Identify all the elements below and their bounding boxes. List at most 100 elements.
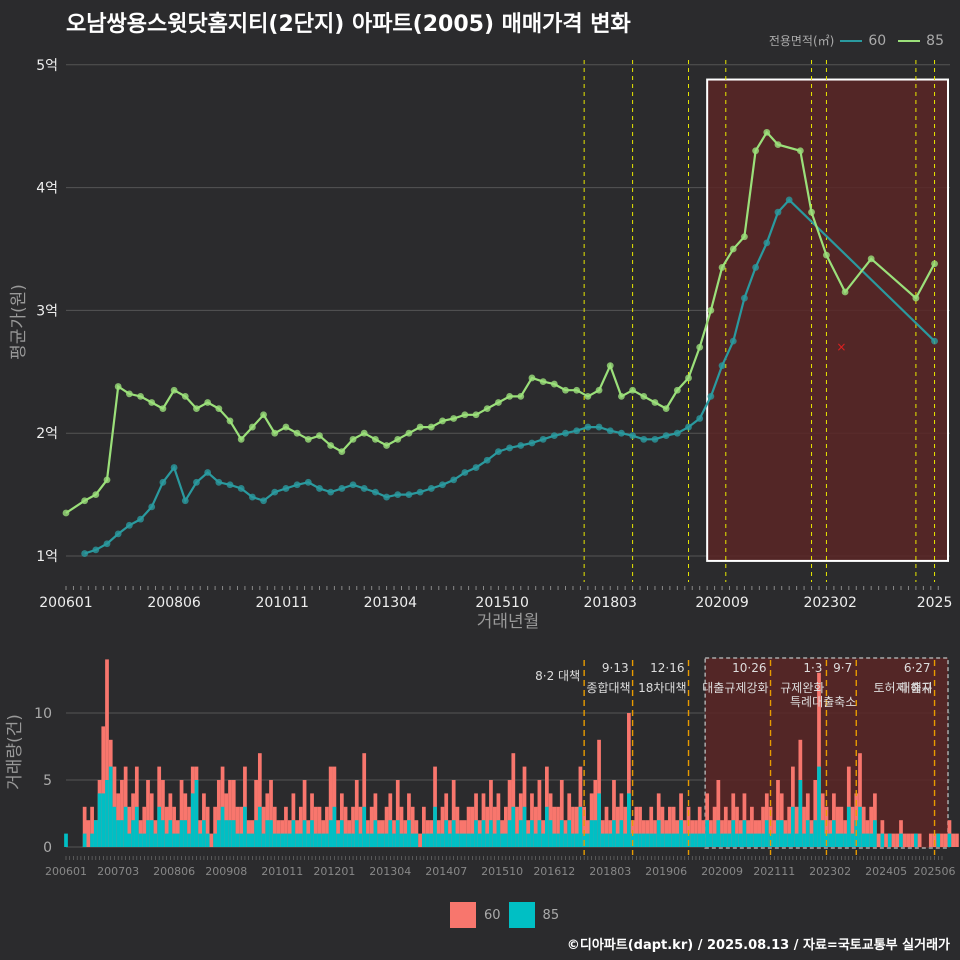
volume-bar-85 xyxy=(276,833,281,847)
data-point-85 xyxy=(550,380,558,388)
volume-bar-85 xyxy=(190,793,195,847)
volume-bar-85 xyxy=(112,806,117,847)
volume-x-tick-label: 202405 xyxy=(865,865,907,878)
data-point-60 xyxy=(685,423,692,431)
data-point-60 xyxy=(282,485,290,492)
volume-bar-85 xyxy=(779,820,784,847)
data-point-85 xyxy=(327,442,335,449)
volume-bar-85 xyxy=(481,820,486,847)
volume-bar-60 xyxy=(90,806,94,847)
volume-bar-85 xyxy=(474,820,478,847)
volume-bar-85 xyxy=(380,833,385,847)
volume-bar-85 xyxy=(93,820,98,847)
volume-bar-60 xyxy=(668,806,672,847)
data-point-85 xyxy=(304,435,312,443)
volume-bar-85 xyxy=(518,820,523,847)
outlier-mark: × xyxy=(836,340,846,354)
data-point-60 xyxy=(729,337,737,345)
volume-bar-85 xyxy=(272,833,277,847)
volume-bar-60 xyxy=(697,806,702,847)
volume-bar-60 xyxy=(269,780,273,847)
volume-bar-85 xyxy=(511,806,516,847)
volume-bar-85 xyxy=(235,833,240,847)
data-point-60 xyxy=(752,264,760,271)
volume-bar-60 xyxy=(399,806,404,847)
volume-bar-85 xyxy=(671,833,676,847)
volume-bar-85 xyxy=(694,833,698,847)
volume-bar-85 xyxy=(157,806,162,847)
volume-bar-60 xyxy=(164,806,169,847)
volume-bar-85 xyxy=(298,833,303,847)
data-point-85 xyxy=(248,423,256,431)
highlight-region xyxy=(706,78,950,562)
volume-bar-60 xyxy=(272,806,277,847)
volume-bar-85 xyxy=(619,820,624,847)
data-point-85 xyxy=(360,429,368,437)
volume-bar-60 xyxy=(485,806,490,847)
data-point-85 xyxy=(405,429,413,437)
x-tick-label: 201510 xyxy=(475,595,528,611)
volume-bar-85 xyxy=(101,793,106,847)
volume-bar-60 xyxy=(891,833,896,847)
volume-bar-85 xyxy=(477,833,482,847)
y-tick-label: 1억 xyxy=(36,549,58,565)
data-point-85 xyxy=(685,374,692,382)
volume-bar-85 xyxy=(593,820,598,847)
volume-bar-60 xyxy=(813,780,818,847)
data-point-60 xyxy=(472,464,480,471)
x-tick-label: 201011 xyxy=(255,595,308,611)
volume-bar-85 xyxy=(783,833,788,847)
volume-bar-60 xyxy=(489,780,493,847)
volume-bar-85 xyxy=(832,820,836,847)
data-point-60 xyxy=(450,476,458,484)
volume-bar-85 xyxy=(429,833,434,847)
volume-bar-85 xyxy=(899,833,903,847)
volume-bar-60 xyxy=(515,806,519,847)
volume-bar-85 xyxy=(388,820,393,847)
volume-bar-85 xyxy=(612,820,616,847)
data-point-60 xyxy=(170,464,178,471)
data-point-85 xyxy=(651,399,659,406)
volume-bar-60 xyxy=(612,780,616,847)
volume-bar-85 xyxy=(720,833,724,847)
volume-x-tick-label: 200703 xyxy=(97,865,139,878)
data-point-60 xyxy=(159,478,167,486)
volume-bar-85 xyxy=(664,833,669,847)
volume-bar-60 xyxy=(735,806,739,847)
volume-bar-85 xyxy=(451,820,456,847)
data-point-60 xyxy=(193,478,200,486)
volume-bar-60 xyxy=(802,806,806,847)
volume-bar-85 xyxy=(90,833,94,847)
x-tick-label: 201803 xyxy=(584,595,637,611)
volume-bar-60 xyxy=(146,780,150,847)
x-tick-label: 201304 xyxy=(364,595,418,611)
volume-bar-60 xyxy=(660,806,665,847)
volume-x-tick-label: 202009 xyxy=(701,865,743,878)
volume-bar-85 xyxy=(120,820,124,847)
volume-x-tick-label: 201612 xyxy=(533,865,575,878)
volume-legend: 60 85 xyxy=(450,902,559,928)
data-point-60 xyxy=(204,469,212,476)
y-tick-label: 5억 xyxy=(36,58,58,74)
volume-bar-60 xyxy=(351,806,355,847)
data-point-85 xyxy=(81,497,89,505)
policy-label: 9·13 xyxy=(602,661,629,675)
volume-bar-85 xyxy=(820,820,825,847)
volume-bar-85 xyxy=(448,833,452,847)
data-point-60 xyxy=(338,485,346,492)
policy-label: 10·26 xyxy=(732,661,766,675)
volume-bar-85 xyxy=(127,833,132,847)
volume-bar-85 xyxy=(735,833,739,847)
volume-bar-85 xyxy=(489,820,493,847)
volume-bar-85 xyxy=(224,820,229,847)
data-point-85 xyxy=(204,399,212,406)
data-point-85 xyxy=(237,435,245,443)
volume-bar-85 xyxy=(716,820,721,847)
volume-bar-60 xyxy=(298,806,303,847)
volume-bar-85 xyxy=(246,833,251,847)
volume-bar-85 xyxy=(835,833,840,847)
volume-bar-85 xyxy=(828,833,833,847)
volume-bar-60 xyxy=(358,806,363,847)
volume-bar-85 xyxy=(653,833,657,847)
volume-bar-85 xyxy=(500,833,504,847)
